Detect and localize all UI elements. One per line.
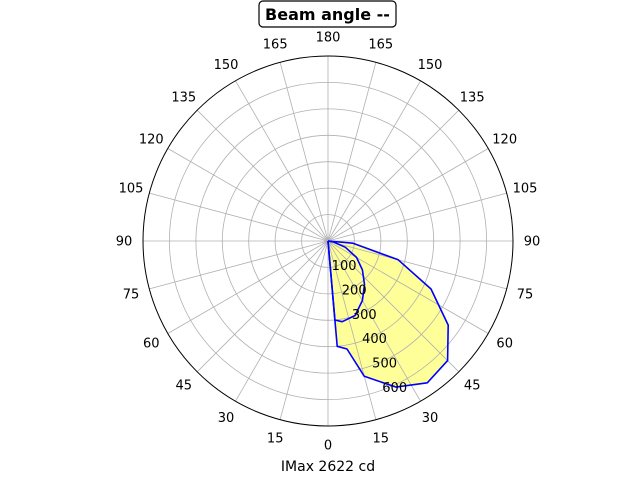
radial-tick-label: 200 [342,283,367,298]
radial-tick-label: 400 [362,332,387,347]
fill-layer [328,241,449,388]
chart-title: Beam angle -- [265,5,390,24]
angle-tick-label: 150 [214,58,239,73]
angle-tick-label: 75 [123,287,140,302]
grid-spoke-75 [149,240,329,290]
angle-tick-label: 105 [119,182,144,197]
angle-tick-label: 120 [492,133,517,148]
angle-tick-label: 0 [324,439,332,454]
radial-tick-label: 300 [352,308,377,323]
series-layer [327,240,449,388]
angle-tick-label: 165 [368,38,393,53]
grid-spoke-255 [327,192,507,242]
grid-spoke-120 [167,148,329,242]
grid-spoke-60 [167,240,329,334]
series-line-1 [327,240,366,323]
beam-fill-area [328,241,449,388]
angle-tick-label: 45 [176,379,193,394]
grid-spoke-45 [196,240,329,373]
grid-spoke-15 [279,240,329,420]
grid-spoke-225 [327,109,460,242]
chart-title-box: Beam angle -- [258,0,397,28]
grid-spoke-330 [327,240,421,402]
grid-spoke-135 [196,109,329,242]
angle-tick-label: 120 [139,133,164,148]
grid-spoke-240 [327,148,489,242]
grid-spoke-195 [327,62,377,242]
grid-spoke-345 [327,240,377,420]
grid-spoke-210 [327,80,421,242]
angle-tick-label: 90 [524,235,541,250]
radial-tick-label: 600 [382,381,407,396]
angle-tick-label: 180 [316,31,341,46]
grid-spoke-150 [235,80,329,242]
angle-tick-label: 165 [263,38,288,53]
angle-tick-label: 60 [496,337,513,352]
angle-tick-label: 60 [143,337,160,352]
angle-tick-label: 30 [422,411,439,426]
radial-tick-label: 100 [332,259,357,274]
grid-spoke-30 [235,240,329,402]
angle-tick-label: 15 [267,432,284,447]
angle-tick-label: 135 [460,90,485,105]
grid-spoke-285 [327,240,507,290]
angle-tick-label: 135 [171,90,196,105]
x-axis-label: IMax 2622 cd [281,459,375,475]
polar-grid [142,55,514,427]
angle-tick-label: 75 [517,287,534,302]
series-line-2 [327,240,449,388]
angle-tick-label: 90 [116,235,133,250]
grid-spoke-315 [327,240,460,373]
angle-tick-label: 150 [418,58,443,73]
grid-spoke-105 [149,192,329,242]
angle-tick-label: 30 [218,411,235,426]
label-layer: 0 15 30 45 60 75 90 105 120 135 150 165 180 165 150 135… [116,31,541,454]
angle-tick-label: 15 [373,432,390,447]
angle-tick-label: 105 [513,182,538,197]
grid-spoke-165 [279,62,329,242]
angle-tick-label: 45 [464,379,481,394]
radial-tick-label: 500 [372,357,397,372]
polar-frame [142,55,514,427]
